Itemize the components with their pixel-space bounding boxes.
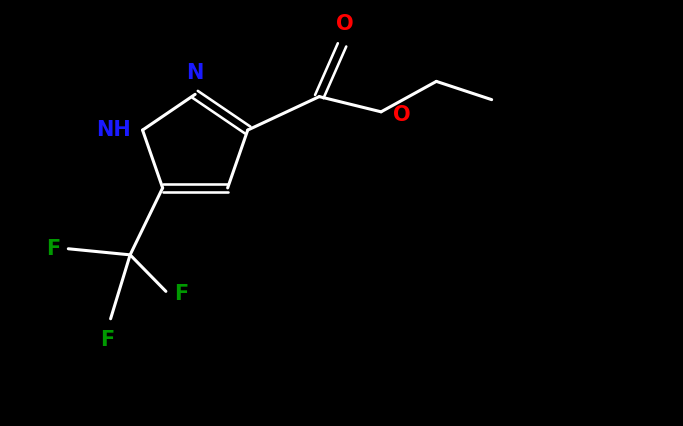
Text: NH: NH	[96, 120, 131, 140]
Text: O: O	[393, 105, 410, 125]
Text: N: N	[186, 63, 204, 83]
Text: O: O	[337, 14, 354, 34]
Text: F: F	[100, 330, 115, 350]
Text: F: F	[46, 239, 61, 259]
Text: F: F	[173, 285, 188, 305]
